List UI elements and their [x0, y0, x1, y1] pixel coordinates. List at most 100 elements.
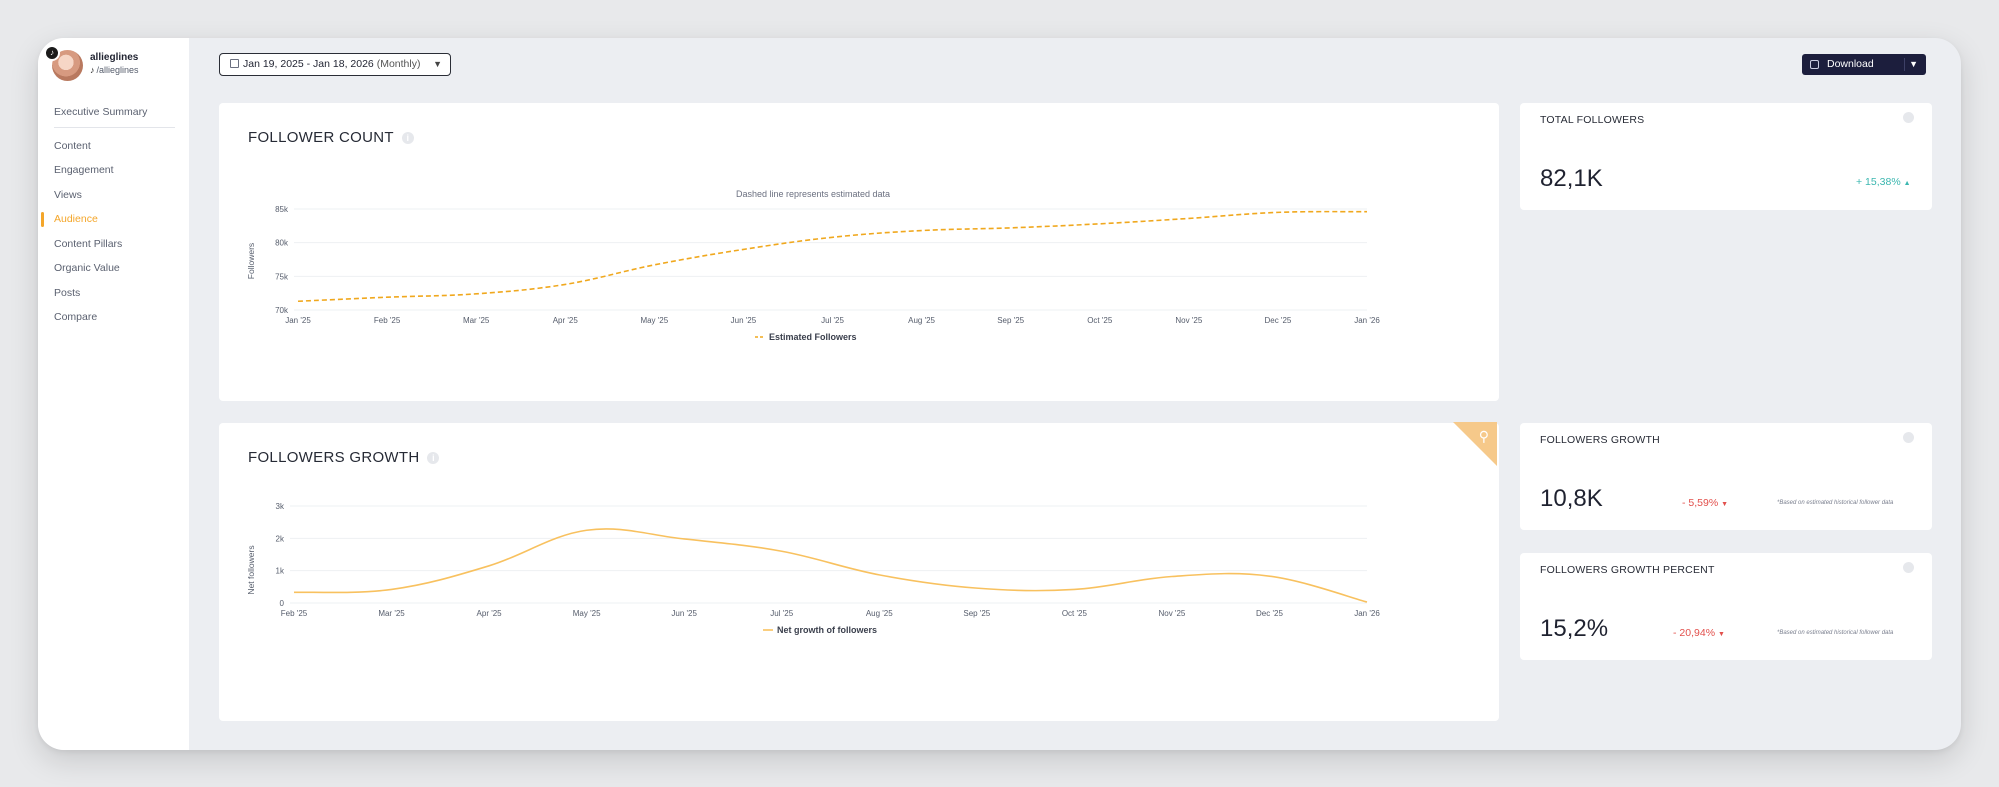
- followers-growth-chart: Net followers 0 1k 2k 3k Feb '25 Mar '25 Apr …: [246, 502, 1380, 635]
- stat-delta: - 5,59% ▼: [1682, 497, 1728, 509]
- sidebar-nav: Executive Summary Content Engagement Vie…: [38, 100, 189, 330]
- info-icon[interactable]: i: [427, 452, 440, 464]
- x-tick-label: Oct '25: [1087, 316, 1113, 325]
- tiktok-icon: ♪: [90, 65, 95, 75]
- stat-delta: - 20,94% ▼: [1673, 627, 1725, 639]
- stat-value: 15,2%: [1540, 615, 1609, 642]
- x-tick-label: Nov '25: [1158, 609, 1185, 618]
- arrow-down-icon: ▼: [1717, 631, 1725, 638]
- date-range-text: Jan 19, 2025 - Jan 18, 2026: [243, 58, 374, 70]
- followers-growth-title: FOLLOWERS GROWTH i: [248, 449, 440, 466]
- legend-label: Estimated Followers: [769, 332, 857, 342]
- download-label: Download: [1827, 58, 1874, 70]
- date-range-picker[interactable]: Jan 19, 2025 - Jan 18, 2026 (Monthly) ▼: [219, 53, 451, 76]
- follower-count-title-text: FOLLOWER COUNT: [248, 129, 394, 146]
- followers-growth-card: FOLLOWERS GROWTH i Net followers 0 1k 2k 3k …: [219, 423, 1499, 721]
- download-button[interactable]: Download ▼: [1802, 54, 1926, 75]
- x-tick-label: May '25: [640, 316, 668, 325]
- y-axis-label: Net followers: [246, 545, 256, 594]
- stat-title: FOLLOWERS GROWTH: [1540, 434, 1660, 446]
- download-icon: [1810, 60, 1819, 69]
- sidebar-item-engagement[interactable]: Engagement: [54, 164, 114, 176]
- x-tick-label: Aug '25: [866, 609, 893, 618]
- y-tick-label: 75k: [275, 272, 289, 281]
- x-tick-label: Mar '25: [463, 316, 490, 325]
- x-tick-label: Jul '25: [821, 316, 844, 325]
- x-tick-label: Apr '25: [553, 316, 579, 325]
- info-icon[interactable]: i: [401, 132, 414, 144]
- follower-count-chart: Dashed line represents estimated data Fo…: [246, 189, 1380, 342]
- x-tick-label: Feb '25: [281, 609, 308, 618]
- sidebar-item-posts[interactable]: Posts: [54, 286, 81, 299]
- info-icon[interactable]: [1903, 112, 1914, 123]
- sidebar-item-content[interactable]: Content: [54, 139, 91, 152]
- stat-value: 82,1K: [1540, 165, 1603, 192]
- x-tick-label: Mar '25: [378, 609, 405, 618]
- profile-handle-text: /allieglines: [96, 65, 139, 75]
- y-tick-label: 0: [280, 599, 285, 608]
- x-tick-label: Apr '25: [477, 609, 503, 618]
- y-axis-label: Followers: [246, 243, 256, 279]
- sidebar-divider: [54, 126, 175, 128]
- x-tick-label: Sep '25: [997, 316, 1024, 325]
- sidebar-item-content-pillars[interactable]: Content Pillars: [54, 237, 123, 250]
- stat-footnote: *Based on estimated historical follower …: [1777, 500, 1894, 506]
- x-tick-label: May '25: [573, 609, 601, 618]
- follower-count-card: FOLLOWER COUNT i Dashed line represents e…: [219, 103, 1499, 401]
- calendar-icon: [230, 59, 239, 68]
- followers-growth-stat-card: FOLLOWERS GROWTH 10,8K - 5,59% ▼ *Based …: [1520, 423, 1932, 530]
- legend-label: Net growth of followers: [777, 625, 877, 635]
- stat-footnote: *Based on estimated historical follower …: [1777, 630, 1894, 636]
- x-tick-label: Jan '25: [285, 316, 311, 325]
- x-tick-label: Nov '25: [1175, 316, 1202, 325]
- profile-username: allieglines: [90, 52, 139, 63]
- sidebar-item-audience[interactable]: Audience: [38, 207, 189, 232]
- app-window: ♪ allieglines ♪/allieglines Executive Su…: [38, 38, 1961, 750]
- y-tick-label: 80k: [275, 239, 289, 248]
- x-tick-label: Dec '25: [1256, 609, 1283, 618]
- stat-delta-text: + 15,38%: [1856, 176, 1901, 188]
- stat-delta-text: - 5,59%: [1682, 497, 1719, 509]
- x-tick-label: Jun '25: [671, 609, 697, 618]
- followers-growth-title-text: FOLLOWERS GROWTH: [248, 449, 420, 466]
- x-tick-label: Sep '25: [963, 609, 990, 618]
- stat-value: 10,8K: [1540, 485, 1603, 512]
- y-tick-label: 85k: [275, 205, 289, 214]
- y-tick-label: 70k: [275, 306, 289, 315]
- chevron-down-icon[interactable]: ▼: [1909, 59, 1918, 69]
- series-line: [293, 528, 1368, 603]
- y-tick-label: 2k: [276, 534, 285, 543]
- download-divider: [1904, 58, 1905, 71]
- stat-title: TOTAL FOLLOWERS: [1540, 114, 1645, 126]
- arrow-down-icon: ▼: [1721, 501, 1729, 508]
- stat-delta-text: - 20,94%: [1673, 627, 1716, 639]
- follower-count-title: FOLLOWER COUNT i: [248, 129, 414, 146]
- stat-delta: + 15,38% ▲: [1856, 176, 1911, 188]
- sidebar-item-compare[interactable]: Compare: [54, 311, 98, 323]
- y-tick-label: 1k: [276, 567, 285, 576]
- sidebar-item-executive-summary[interactable]: Executive Summary: [54, 106, 148, 118]
- x-tick-label: Feb '25: [374, 316, 401, 325]
- x-tick-label: Oct '25: [1062, 609, 1088, 618]
- y-tick-label: 3k: [276, 502, 285, 511]
- x-tick-label: Jan '26: [1354, 609, 1380, 618]
- search-icon: ⚲: [1478, 428, 1489, 444]
- zoom-search-corner[interactable]: ⚲: [1453, 422, 1497, 466]
- sidebar-item-organic-value[interactable]: Organic Value: [54, 262, 120, 274]
- info-icon[interactable]: [1903, 562, 1914, 573]
- followers-growth-percent-card: FOLLOWERS GROWTH PERCENT 15,2% - 20,94% …: [1520, 553, 1932, 660]
- x-tick-label: Jul '25: [770, 609, 793, 618]
- sidebar-item-views[interactable]: Views: [54, 188, 82, 201]
- info-icon[interactable]: [1903, 432, 1914, 443]
- sidebar: ♪ allieglines ♪/allieglines Executive Su…: [38, 38, 189, 750]
- date-period-text: (Monthly): [376, 58, 421, 70]
- x-tick-label: Jan '26: [1354, 316, 1380, 325]
- profile-handle: ♪/allieglines: [90, 65, 139, 75]
- tiktok-icon: ♪: [44, 45, 60, 61]
- x-tick-label: Jun '25: [731, 316, 757, 325]
- profile-header[interactable]: ♪ allieglines ♪/allieglines: [44, 45, 178, 84]
- series-line: [297, 210, 1368, 303]
- total-followers-card: TOTAL FOLLOWERS 82,1K + 15,38% ▲: [1520, 103, 1932, 210]
- chevron-down-icon: ▼: [433, 59, 442, 69]
- x-tick-label: Dec '25: [1264, 316, 1291, 325]
